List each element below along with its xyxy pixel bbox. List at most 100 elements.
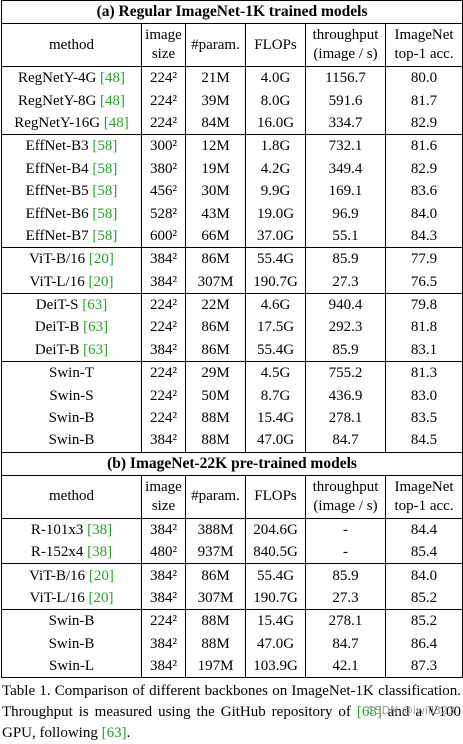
table-row: ViT-B/16 [20] 384² 86M 55.4G 85.9 77.9 (1, 247, 463, 271)
flops-cell: 47.0G (245, 632, 306, 655)
params-cell: 88M (185, 429, 246, 453)
flops-cell: 1.8G (245, 134, 306, 158)
header-cell: throughput (image / s) (305, 23, 386, 67)
flops-cell: 103.9G (245, 654, 306, 679)
params-cell: 19M (185, 157, 246, 180)
header-text: FLOPs (254, 36, 297, 53)
throughput-cell: 96.9 (305, 202, 386, 225)
method-cell: Swin-S (1, 384, 142, 407)
params-cell: 88M (185, 632, 246, 655)
header-text: (image / s) (313, 46, 378, 62)
params-cell: 30M (185, 179, 246, 203)
size-cell: 384² (141, 586, 186, 611)
method-name: RegNetY-8G (17, 92, 97, 109)
table-row: R-152x4 [38] 480² 937M 840.5G -85.4 (1, 541, 463, 565)
method-cell: ViT-B/16 [20] (1, 247, 142, 271)
size-cell: 480² (141, 541, 186, 565)
throughput-cell: 334.7 (305, 111, 386, 136)
table-row: Swin-B 224² 88M 15.4G 278.1 85.2 (1, 609, 463, 633)
throughput-cell: 85.9 (305, 247, 386, 271)
acc-cell: 81.7 (384, 89, 463, 112)
method-name: DeiT-B (34, 341, 80, 358)
size-cell: 384² (141, 563, 186, 587)
method-name: DeiT-B (34, 319, 80, 336)
header-cell: FLOPs (245, 23, 306, 67)
citation: [63] (83, 319, 109, 336)
header-text: image (145, 478, 182, 495)
size-cell: 224² (141, 66, 186, 90)
acc-cell: 82.9 (384, 157, 463, 180)
header-cell: method (1, 475, 142, 519)
method-name: RegNetY-4G (17, 70, 97, 87)
method-name: ViT-L/16 (29, 273, 85, 290)
size-cell: 224² (141, 361, 186, 385)
params-cell: 937M (185, 541, 246, 565)
header-text: (image / s) (313, 497, 378, 514)
method-cell: DeiT-S [63] (1, 292, 142, 317)
params-cell: 50M (185, 384, 246, 407)
citation: [48] (100, 70, 126, 87)
citation: [20] (88, 590, 114, 606)
size-cell: 224² (141, 384, 186, 407)
throughput-cell: 278.1 (305, 609, 386, 633)
table-row: EffNet-B5 [58] 456² 30M 9.9G 169.1 83.6 (1, 179, 463, 203)
method-name: ViT-L/16 (29, 590, 85, 606)
header-text: top-1 acc. (394, 46, 454, 62)
method-name: EffNet-B7 (25, 227, 89, 244)
params-cell: 307M (185, 270, 246, 294)
header-cell: ImageNet top-1 acc. (384, 475, 463, 519)
table-row: EffNet-B6 [58] 528² 43M 19.0G 96.9 84.0 (1, 202, 463, 225)
throughput-cell: 755.2 (305, 361, 386, 385)
flops-cell: 190.7G (245, 586, 306, 611)
throughput-cell: 27.3 (305, 586, 386, 611)
size-cell: 384² (141, 518, 186, 542)
method-cell: DeiT-B [63] (1, 338, 142, 363)
citation: [48] (103, 114, 129, 131)
size-cell: 528² (141, 202, 186, 225)
acc-cell: 85.4 (384, 541, 463, 565)
citation: [58] (92, 138, 118, 155)
throughput-cell: - (305, 541, 386, 565)
method-name: EffNet-B6 (25, 205, 89, 222)
throughput-cell: 1156.7 (305, 66, 386, 90)
throughput-cell: 349.4 (305, 157, 386, 180)
throughput-cell: 591.6 (305, 89, 386, 112)
method-name: Swin-B (48, 613, 95, 630)
flops-cell: 4.6G (245, 292, 306, 317)
method-cell: Swin-B (1, 609, 142, 633)
flops-cell: 4.0G (245, 66, 306, 90)
method-cell: ViT-B/16 [20] (1, 563, 142, 587)
size-cell: 380² (141, 157, 186, 180)
flops-cell: 17.5G (245, 316, 306, 339)
method-cell: RegNetY-8G [48] (1, 89, 142, 112)
method-cell: R-152x4 [38] (1, 541, 142, 565)
header-text: #param. (191, 488, 240, 505)
table-row: EffNet-B3 [58] 300² 12M 1.8G 732.1 81.6 (1, 134, 463, 158)
table-row: RegNetY-8G [48] 224² 39M 8.0G 591.6 81.7 (1, 89, 463, 112)
acc-cell: 81.6 (384, 134, 463, 158)
params-cell: 307M (185, 586, 246, 611)
header-text: method (49, 488, 94, 505)
method-cell: ViT-L/16 [20] (1, 586, 142, 611)
acc-cell: 83.5 (384, 406, 463, 430)
size-cell: 384² (141, 270, 186, 294)
table-row: Swin-B 224² 88M 15.4G 278.1 83.5 (1, 406, 463, 430)
table-row: EffNet-B7 [58] 600² 66M 37.0G 55.1 84.3 (1, 224, 463, 249)
method-name: Swin-B (48, 410, 95, 427)
citation: [58] (92, 227, 118, 244)
flops-cell: 4.2G (245, 157, 306, 180)
table-row: RegNetY-16G [48] 224² 84M 16.0G 334.7 82.9 (1, 111, 463, 136)
size-cell: 224² (141, 111, 186, 136)
params-cell: 39M (185, 89, 246, 112)
throughput-cell: 940.4 (305, 292, 386, 317)
params-cell: 66M (185, 224, 246, 249)
method-cell: RegNetY-16G [48] (1, 111, 142, 136)
method-cell: EffNet-B4 [58] (1, 157, 142, 180)
header-cell: #param. (185, 23, 246, 67)
method-name: EffNet-B4 (25, 160, 89, 177)
size-cell: 384² (141, 429, 186, 453)
flops-cell: 16.0G (245, 111, 306, 136)
flops-cell: 190.7G (245, 270, 306, 294)
method-cell: DeiT-B [63] (1, 316, 142, 339)
acc-cell: 87.3 (384, 654, 463, 679)
